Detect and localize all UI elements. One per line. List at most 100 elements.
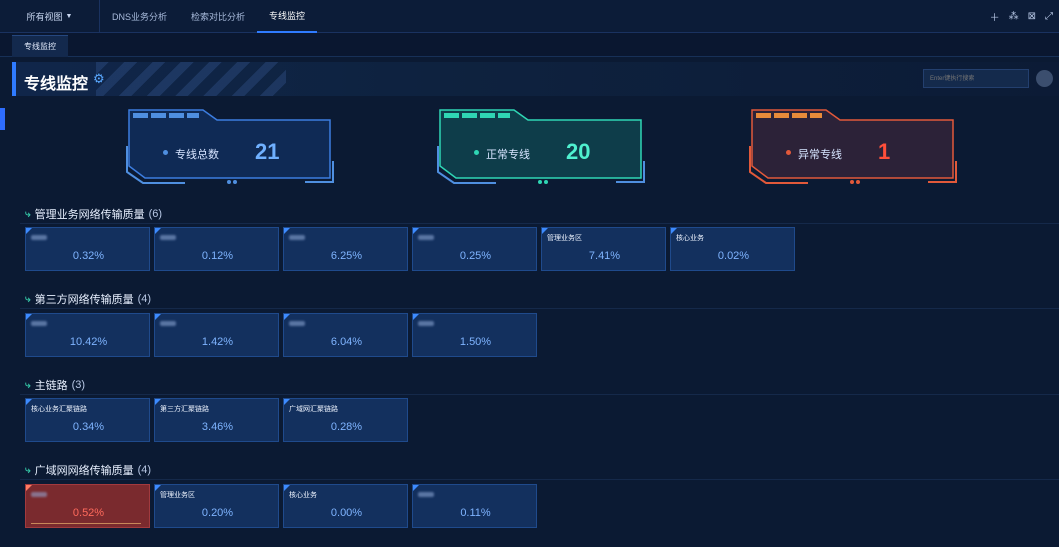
section-title: ⤷ 主链路 (3) [25, 377, 85, 393]
summary-card-abnormal: 异常专线 1 [748, 106, 958, 186]
tile-value: 0.02% [717, 250, 750, 262]
tile[interactable]: 第三方汇聚链路 3.46% [154, 398, 279, 442]
tile[interactable]: 1.42% [154, 313, 279, 357]
settings-icon[interactable]: ⚙ [93, 71, 105, 86]
redacted-label [31, 492, 47, 497]
tile-name: 管理业务区 [160, 492, 195, 499]
card-label: 异常专线 [798, 149, 842, 161]
section-count: (6) [148, 208, 163, 220]
card-value: 1 [878, 139, 891, 164]
tile[interactable]: 10.42% [25, 313, 150, 357]
tile[interactable]: 0.11% [412, 484, 537, 528]
card-label: 专线总数 [175, 149, 219, 161]
tile-value: 0.20% [201, 507, 234, 519]
section-title-text: 广域网网络传输质量 [34, 465, 134, 477]
view-select[interactable]: 所有视图 ▼ [0, 0, 100, 33]
redacted-label [418, 321, 434, 326]
page-header: 专线监控 ⚙ [12, 62, 1059, 96]
top-icon-group: ＋ ⁂ ⊠ ⤢ [990, 0, 1053, 33]
tile[interactable]: 6.25% [283, 227, 408, 271]
section-title: ⤷ 管理业务网络传输质量 (6) [25, 206, 162, 222]
decorative-stripes [96, 62, 286, 96]
tab-dns-analysis[interactable]: DNS业务分析 [100, 0, 179, 33]
tile[interactable]: 广域网汇聚链路 0.28% [283, 398, 408, 442]
card-frame-icon [749, 109, 957, 184]
tile-value: 7.41% [588, 250, 621, 262]
tile[interactable]: 0.25% [412, 227, 537, 271]
tile-value: 0.25% [459, 250, 492, 262]
caret-down-icon: ▼ [65, 12, 73, 20]
tile-value: 0.34% [72, 421, 105, 433]
redacted-label [160, 321, 176, 326]
tab-label: DNS业务分析 [112, 11, 168, 22]
tile-name: 核心业务 [289, 492, 317, 499]
tile-value: 0.32% [72, 250, 105, 262]
tile[interactable]: 0.12% [154, 227, 279, 271]
expand-icon[interactable]: ⤢ [1045, 11, 1053, 22]
section-count: (3) [71, 379, 86, 391]
tile[interactable]: 核心业务汇聚链路 0.34% [25, 398, 150, 442]
divider [20, 394, 1059, 395]
sidebar-indicator [0, 108, 5, 130]
card-frame-icon [437, 109, 645, 184]
card-label: 正常专线 [486, 149, 530, 161]
tile-value: 10.42% [69, 336, 108, 348]
view-select-label: 所有视图 [26, 11, 63, 22]
redacted-label [289, 321, 305, 326]
tile[interactable]: 0.32% [25, 227, 150, 271]
status-dot-icon [786, 150, 791, 155]
section-count: (4) [137, 464, 152, 476]
tree-icon[interactable]: ⁂ [1008, 11, 1019, 22]
fullscreen-exit-icon[interactable]: ⊠ [1027, 11, 1036, 22]
tile-value: 6.25% [330, 250, 363, 262]
tile-name: 广域网汇聚链路 [289, 406, 338, 413]
redacted-label [160, 235, 176, 240]
tile[interactable]: 核心业务 0.02% [670, 227, 795, 271]
section-title: ⤷ 第三方网络传输质量 (4) [25, 291, 151, 307]
tile[interactable]: 管理业务区 7.41% [541, 227, 666, 271]
search-input[interactable] [923, 69, 1029, 88]
summary-card-total: 专线总数 21 [125, 106, 335, 186]
tab-label: 检索对比分析 [191, 11, 246, 22]
refresh-icon[interactable] [1036, 70, 1053, 87]
tile-value: 0.00% [330, 507, 363, 519]
card-frame-icon [126, 109, 334, 184]
tile-name: 核心业务 [676, 235, 704, 242]
divider [20, 479, 1059, 480]
tile-value: 1.42% [201, 336, 234, 348]
tab-search-compare[interactable]: 检索对比分析 [179, 0, 257, 33]
status-dot-icon [163, 150, 168, 155]
top-bar: 所有视图 ▼ DNS业务分析 检索对比分析 专线监控 ＋ ⁂ ⊠ ⤢ [0, 0, 1059, 33]
subtab-label: 专线监控 [24, 42, 56, 51]
tile[interactable]: 核心业务 0.00% [283, 484, 408, 528]
card-value: 20 [566, 139, 591, 164]
sub-tab-bar: 专线监控 [0, 33, 1059, 57]
link-icon: ⤷ [25, 208, 31, 220]
divider [20, 308, 1059, 309]
link-icon: ⤷ [25, 293, 31, 305]
card-value: 21 [255, 139, 280, 164]
tab-label: 专线监控 [269, 10, 306, 21]
tile-name: 管理业务区 [547, 235, 582, 242]
tile-value: 0.28% [330, 421, 363, 433]
section-count: (4) [137, 293, 152, 305]
tile-value: 6.04% [330, 336, 363, 348]
alert-bar [31, 523, 141, 524]
tile[interactable]: 1.50% [412, 313, 537, 357]
redacted-label [418, 492, 434, 497]
tile-alert[interactable]: 0.52% [25, 484, 150, 528]
tile-name: 第三方汇聚链路 [160, 406, 209, 413]
section-title-text: 管理业务网络传输质量 [34, 209, 145, 221]
summary-card-normal: 正常专线 20 [436, 106, 646, 186]
plus-icon[interactable]: ＋ [989, 13, 1000, 24]
subtab-line-monitor[interactable]: 专线监控 [12, 35, 68, 57]
tile-value: 0.12% [201, 250, 234, 262]
section-title: ⤷ 广域网网络传输质量 (4) [25, 462, 151, 478]
section-title-text: 主链路 [34, 380, 68, 392]
tile[interactable]: 6.04% [283, 313, 408, 357]
tile-value: 1.50% [459, 336, 492, 348]
tile[interactable]: 管理业务区 0.20% [154, 484, 279, 528]
tile-name: 核心业务汇聚链路 [31, 406, 87, 413]
redacted-label [31, 321, 47, 326]
tab-line-monitor[interactable]: 专线监控 [257, 0, 318, 33]
